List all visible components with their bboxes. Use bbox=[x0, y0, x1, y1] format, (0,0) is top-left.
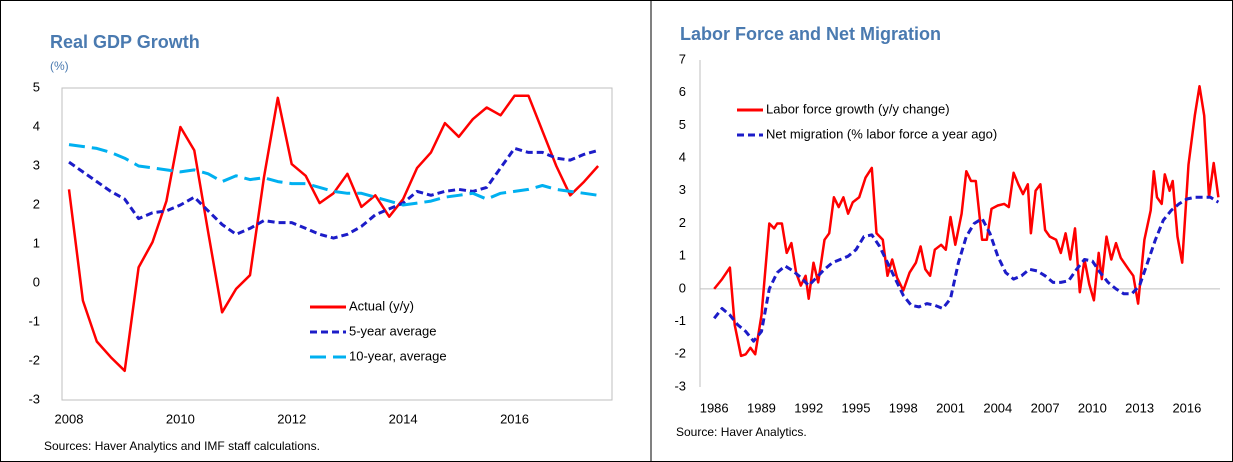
legend-label: Labor force growth (y/y change) bbox=[766, 101, 950, 116]
series-line bbox=[713, 195, 1220, 343]
legend-label: 10-year, average bbox=[349, 348, 447, 363]
y-tick-label: 2 bbox=[679, 215, 686, 230]
x-tick-label: 1992 bbox=[794, 400, 823, 415]
x-tick-label: 2001 bbox=[936, 400, 965, 415]
y-tick-label: -2 bbox=[674, 346, 686, 361]
y-tick-label: 1 bbox=[33, 235, 40, 250]
x-tick-label: 2010 bbox=[166, 411, 195, 426]
plot-frame bbox=[61, 87, 613, 401]
series-line bbox=[68, 146, 599, 240]
source-note: Source: Haver Analytics. bbox=[676, 425, 807, 439]
y-tick-label: 0 bbox=[33, 274, 40, 289]
chart-title: Real GDP Growth bbox=[50, 32, 200, 52]
y-tick-label: 1 bbox=[679, 248, 686, 263]
y-tick-label: 7 bbox=[679, 51, 686, 66]
x-tick-label: 2004 bbox=[983, 400, 1012, 415]
y-tick-label: 2 bbox=[33, 196, 40, 211]
series-line bbox=[67, 94, 600, 373]
y-tick-label: 0 bbox=[679, 280, 686, 295]
x-tick-label: 1995 bbox=[842, 400, 871, 415]
x-tick-label: 1989 bbox=[747, 400, 776, 415]
x-tick-label: 2013 bbox=[1125, 400, 1154, 415]
x-tick-label: 2010 bbox=[1078, 400, 1107, 415]
x-tick-label: 2016 bbox=[500, 411, 529, 426]
y-tick-label: -1 bbox=[28, 313, 40, 328]
y-tick-label: -1 bbox=[674, 313, 686, 328]
x-tick-label: 2007 bbox=[1031, 400, 1060, 415]
x-tick-label: 2008 bbox=[55, 411, 84, 426]
y-tick-label: 4 bbox=[33, 118, 40, 133]
y-tick-label: 3 bbox=[679, 182, 686, 197]
chart-subtitle: (%) bbox=[50, 59, 69, 73]
y-tick-label: 3 bbox=[33, 157, 40, 172]
x-tick-label: 2016 bbox=[1172, 400, 1201, 415]
y-tick-label: 4 bbox=[679, 150, 686, 165]
x-tick-label: 2014 bbox=[389, 411, 418, 426]
chart-title: Labor Force and Net Migration bbox=[680, 24, 941, 44]
y-tick-label: -3 bbox=[28, 391, 40, 406]
y-tick-label: -3 bbox=[674, 378, 686, 393]
y-tick-label: 6 bbox=[679, 84, 686, 99]
x-tick-label: 1986 bbox=[700, 400, 729, 415]
y-tick-label: -2 bbox=[28, 352, 40, 367]
x-tick-label: 2012 bbox=[277, 411, 306, 426]
x-tick-label: 1998 bbox=[889, 400, 918, 415]
source-note: Sources: Haver Analytics and IMF staff c… bbox=[44, 439, 320, 453]
legend-label: Actual (y/y) bbox=[349, 298, 414, 313]
series-line bbox=[68, 143, 599, 207]
legend-label: 5-year average bbox=[349, 323, 436, 338]
y-tick-label: 5 bbox=[679, 117, 686, 132]
y-tick-label: 5 bbox=[33, 79, 40, 94]
legend-label: Net migration (% labor force a year ago) bbox=[766, 126, 997, 141]
